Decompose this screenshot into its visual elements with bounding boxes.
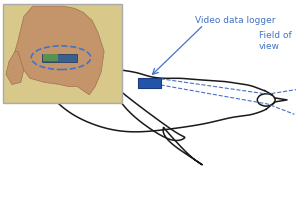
Bar bbox=[42, 54, 77, 62]
Bar bbox=[3, 4, 122, 103]
Polygon shape bbox=[15, 6, 104, 95]
Polygon shape bbox=[6, 52, 24, 84]
Text: Field of
view: Field of view bbox=[259, 32, 292, 51]
Bar bbox=[138, 78, 160, 88]
Bar bbox=[43, 54, 58, 61]
Text: Video data logger: Video data logger bbox=[195, 16, 275, 25]
Bar bbox=[3, 4, 122, 103]
